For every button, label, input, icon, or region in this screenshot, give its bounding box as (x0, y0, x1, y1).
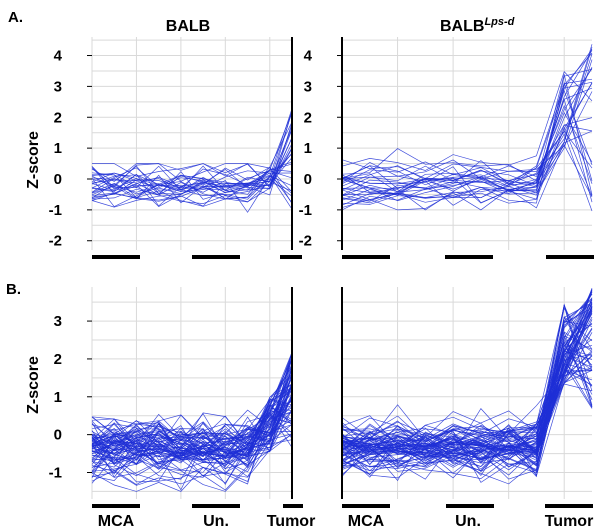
series-line (341, 335, 593, 468)
series-line (91, 426, 293, 452)
series-line (341, 312, 593, 472)
y-tick-label: 1 (54, 389, 62, 406)
series-line (341, 289, 593, 440)
series-line (341, 83, 593, 204)
series-line (341, 68, 593, 192)
series-line (341, 91, 593, 184)
group-label: Un. (455, 513, 481, 529)
y-tick-label: 2 (54, 351, 62, 368)
series-line (91, 409, 293, 492)
series-line (341, 290, 593, 458)
y-tick-label: 3 (304, 78, 312, 95)
chart-panel-2: -2 -1 0 1 2 3 4 (299, 37, 594, 259)
series-line (341, 305, 593, 475)
series-line (341, 67, 593, 202)
series-line (341, 358, 593, 461)
series-line (341, 289, 593, 475)
series-line (341, 71, 593, 171)
series-line (91, 396, 293, 484)
series-line (91, 358, 293, 492)
series-line (341, 323, 593, 448)
series-line (91, 366, 293, 453)
series-line (91, 111, 293, 204)
group-label: Tumor (545, 513, 594, 529)
chart-panels: -2 -1 0 1 2 3 4 -2 -1 0 1 2 3 4 -1 0 1 2 3 MCA Un. Tumor MCA Un… (49, 37, 594, 529)
column-title-balb-lpsd-main: BALB (440, 18, 484, 35)
series-line (341, 124, 593, 196)
series-line (91, 163, 293, 193)
series-line (91, 152, 293, 200)
series-line (341, 303, 593, 461)
chart-panel-1: -2 -1 0 1 2 3 4 (49, 37, 302, 259)
y-axis-label-a: Z-score (25, 131, 42, 189)
series-line (91, 352, 293, 460)
series-line (341, 307, 593, 478)
column-title-balb-lpsd-superscript: Lps-d (484, 16, 514, 28)
y-tick-label: -1 (49, 465, 62, 482)
series-line (341, 383, 593, 451)
series-line (341, 81, 593, 204)
y-tick-label: 2 (54, 109, 62, 126)
y-tick-label: 1 (54, 140, 62, 157)
y-tick-label: -1 (299, 202, 312, 219)
series-line (91, 368, 293, 469)
y-tick-label: 4 (54, 48, 63, 65)
column-title-balb: BALB (166, 18, 210, 35)
series-line (341, 74, 593, 204)
y-tick-label: -2 (49, 233, 62, 250)
series-line (91, 111, 293, 195)
series-line (91, 166, 293, 204)
y-tick-label: -2 (299, 233, 312, 250)
y-tick-label: -1 (49, 202, 62, 219)
y-tick-label: 1 (304, 140, 312, 157)
series-line (91, 121, 293, 197)
series-line (91, 376, 293, 471)
series-line (341, 52, 593, 205)
group-label: MCA (98, 513, 135, 529)
series-line (341, 89, 593, 187)
series-line (341, 369, 593, 451)
series-line (91, 163, 293, 208)
panel-label-a: A. (8, 9, 23, 26)
series-line (91, 128, 293, 199)
series-line (341, 78, 593, 193)
series-line (341, 144, 593, 206)
series-line (91, 372, 293, 486)
y-tick-label: 4 (304, 48, 313, 65)
series-line (341, 320, 593, 459)
series-line (91, 433, 293, 477)
y-tick-label: 2 (304, 109, 312, 126)
series-line (91, 386, 293, 452)
series-line (91, 393, 293, 473)
column-title-balb-lpsd: BALBLps-d (440, 16, 515, 35)
y-tick-label: 0 (54, 171, 62, 188)
chart-panel-4: MCA Un. Tumor (341, 287, 594, 529)
series-line (341, 87, 593, 194)
series-line (91, 421, 293, 460)
y-tick-label: 0 (54, 427, 62, 444)
series-line (341, 293, 593, 457)
series-line (91, 419, 293, 472)
y-tick-label: 0 (304, 171, 312, 188)
group-label: MCA (348, 513, 385, 529)
y-axis-label-b: Z-score (25, 356, 42, 414)
y-tick-label: 3 (54, 78, 62, 95)
group-label: Tumor (267, 513, 316, 529)
chart-panel-3: -1 0 1 2 3 MCA Un. Tumor (49, 287, 316, 529)
series-line (341, 44, 593, 194)
series-line (341, 104, 593, 188)
series-line (91, 122, 293, 200)
panel-label-b: B. (6, 281, 21, 298)
series-line (341, 130, 593, 211)
series-line (91, 108, 293, 213)
series-line (341, 130, 593, 179)
series-line (341, 309, 593, 477)
series-line (341, 367, 593, 463)
group-label: Un. (203, 513, 229, 529)
y-tick-label: 3 (54, 313, 62, 330)
